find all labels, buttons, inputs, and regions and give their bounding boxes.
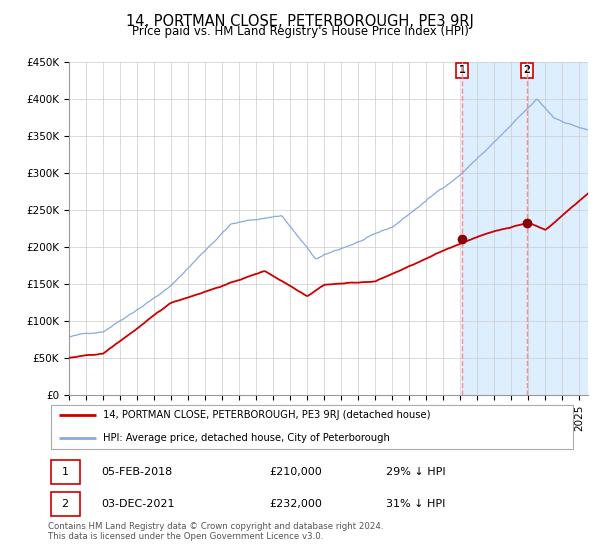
FancyBboxPatch shape [50, 460, 80, 484]
Text: 14, PORTMAN CLOSE, PETERBOROUGH, PE3 9RJ (detached house): 14, PORTMAN CLOSE, PETERBOROUGH, PE3 9RJ… [103, 409, 431, 419]
Text: Price paid vs. HM Land Registry's House Price Index (HPI): Price paid vs. HM Land Registry's House … [131, 25, 469, 38]
Text: 1: 1 [458, 66, 465, 75]
Text: Contains HM Land Registry data © Crown copyright and database right 2024.
This d: Contains HM Land Registry data © Crown c… [48, 522, 383, 542]
Bar [462, 62, 588, 395]
Text: HPI: Average price, detached house, City of Peterborough: HPI: Average price, detached house, City… [103, 433, 391, 444]
Text: 03-DEC-2021: 03-DEC-2021 [101, 499, 175, 509]
Text: 14, PORTMAN CLOSE, PETERBOROUGH, PE3 9RJ: 14, PORTMAN CLOSE, PETERBOROUGH, PE3 9RJ [126, 14, 474, 29]
FancyBboxPatch shape [50, 492, 80, 516]
Text: 29% ↓ HPI: 29% ↓ HPI [386, 467, 446, 477]
FancyBboxPatch shape [50, 405, 574, 449]
Text: 2: 2 [62, 499, 69, 509]
Text: 31% ↓ HPI: 31% ↓ HPI [386, 499, 445, 509]
Text: £232,000: £232,000 [270, 499, 323, 509]
Text: £210,000: £210,000 [270, 467, 323, 477]
Text: 2: 2 [524, 66, 530, 75]
Text: 05-FEB-2018: 05-FEB-2018 [101, 467, 172, 477]
Text: 1: 1 [62, 467, 68, 477]
